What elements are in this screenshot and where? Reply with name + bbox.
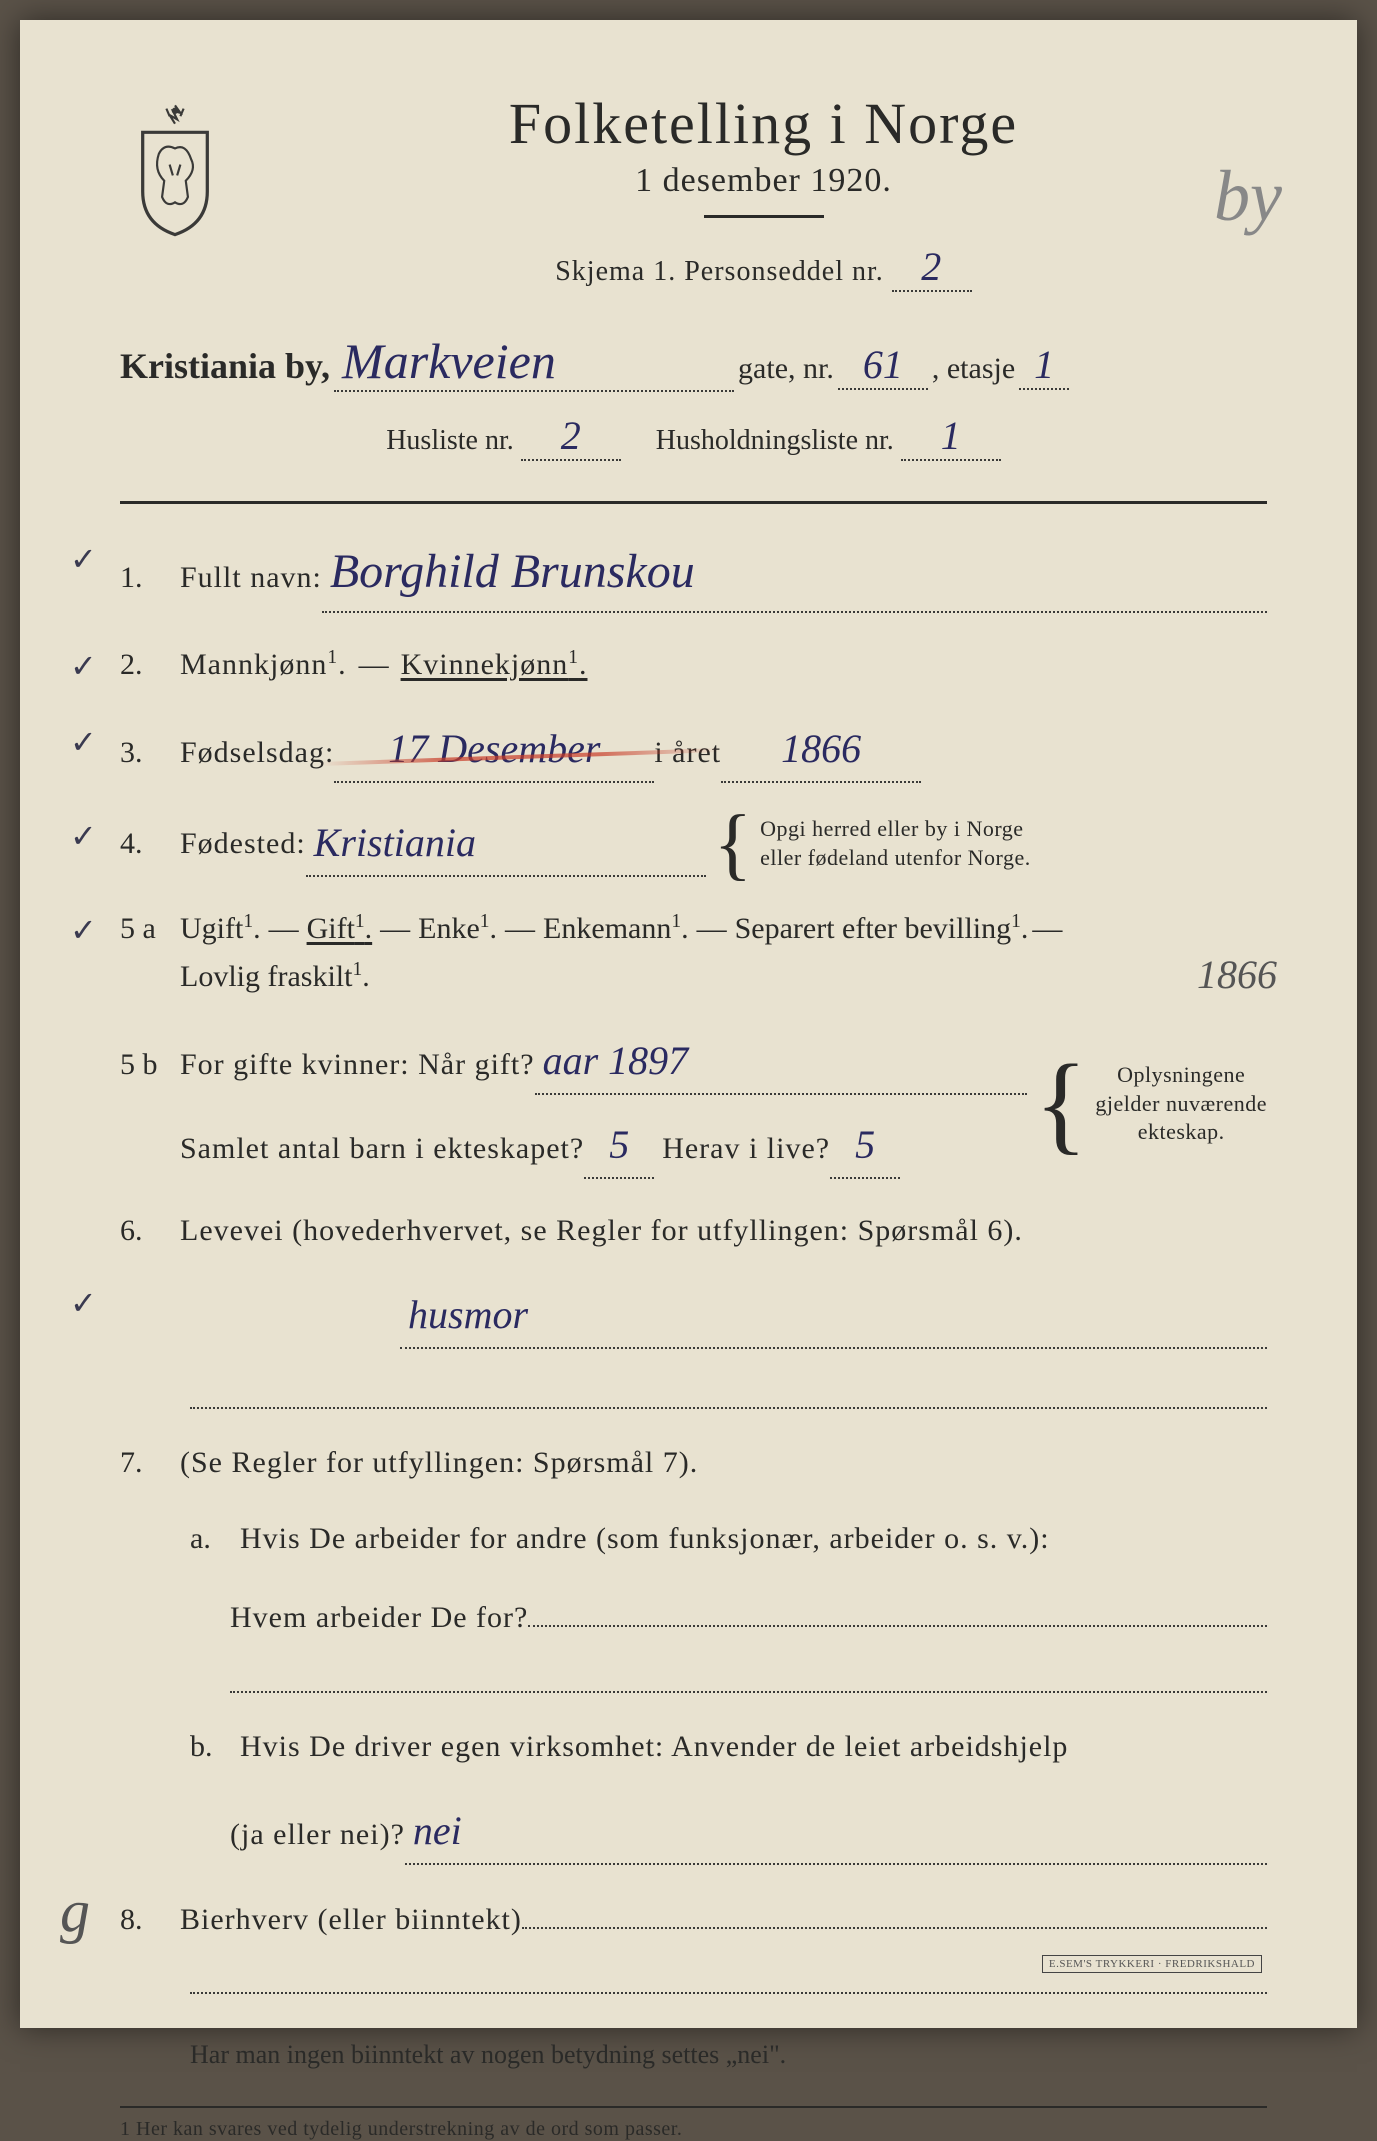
q1-label: Fullt navn: xyxy=(180,554,322,602)
q5a-separert: Separert efter bevilling1. xyxy=(735,905,1029,953)
q2-num: 2. xyxy=(120,641,180,689)
q5a-enke: Enke1. xyxy=(418,905,497,953)
q5a-gift: Gift1. xyxy=(307,905,373,953)
q6-value: husmor xyxy=(400,1283,1267,1349)
subtitle: 1 desember 1920. xyxy=(260,162,1267,200)
margin-annotation-1866: 1866 xyxy=(1197,943,1277,1007)
q1-value: Borghild Brunskou xyxy=(322,534,1267,613)
blank-line xyxy=(230,1670,1267,1692)
margin-annotation-g: g xyxy=(60,1863,90,1959)
question-6: 6. Levevei (hovederhvervet, se Regler fo… xyxy=(120,1207,1267,1255)
question-1: ✓ 1. Fullt navn: Borghild Brunskou xyxy=(120,534,1267,613)
question-7: 7. (Se Regler for utfyllingen: Spørsmål … xyxy=(120,1439,1267,1487)
q7b-text2: (ja eller nei)? xyxy=(230,1811,405,1859)
divider xyxy=(120,501,1267,504)
question-5a: ✓ 5 a Ugift1. — Gift1. — Enke1. — Enkema… xyxy=(120,905,1267,1001)
footnote-divider xyxy=(120,2106,1267,2108)
blank-line xyxy=(190,1972,1267,1994)
q3-day: 17 Desember xyxy=(334,717,654,783)
check-mark-icon: ✓ xyxy=(70,1278,97,1329)
liste-line: Husliste nr. 2 Husholdningsliste nr. 1 xyxy=(120,412,1267,461)
q4-side-note: Opgi herred eller by i Norge eller fødel… xyxy=(760,815,1031,872)
gate-label: gate, nr. xyxy=(738,352,834,386)
footnote: 1 Her kan svares ved tydelig understrekn… xyxy=(120,2118,1267,2141)
q6-answer-row: ✓ husmor xyxy=(120,1283,1267,1359)
q5a-enkemann: Enkemann1. xyxy=(543,905,689,953)
brace-icon: { xyxy=(1027,1065,1096,1142)
question-7a-line1: a. Hvis De arbeider for andre (som funks… xyxy=(120,1515,1267,1563)
q5a-num: 5 a xyxy=(120,905,180,953)
main-title: Folketelling i Norge xyxy=(260,90,1267,157)
q3-num: 3. xyxy=(120,729,180,777)
blank-line xyxy=(190,1387,1267,1409)
q3-year: 1866 xyxy=(721,717,921,783)
q7b-value: nei xyxy=(405,1799,1267,1865)
q6-text: Levevei (hovederhvervet, se Regler for u… xyxy=(180,1207,1023,1255)
margin-annotation-by: by xyxy=(1214,155,1282,238)
question-8: g 8. Bierhverv (eller biinntekt) xyxy=(120,1893,1267,1944)
q8-value xyxy=(522,1893,1267,1929)
skjema-line: Skjema 1. Personseddel nr. 2 xyxy=(260,243,1267,292)
header: Folketelling i Norge 1 desember 1920. Sk… xyxy=(120,90,1267,322)
q8-num: 8. xyxy=(120,1896,180,1944)
q5b-live: 5 xyxy=(830,1113,900,1179)
closing-note: Har man ingen biinntekt av nogen betydni… xyxy=(190,2034,1267,2076)
brace-icon: { xyxy=(706,816,760,872)
q6-num: 6. xyxy=(120,1207,180,1255)
q7a-text1: Hvis De arbeider for andre (som funksjon… xyxy=(240,1515,1050,1563)
question-7a-line2: Hvem arbeider De for? xyxy=(120,1591,1267,1642)
q5b-label: For gifte kvinner: Når gift? xyxy=(180,1041,535,1089)
title-rule xyxy=(704,215,824,218)
personseddel-nr: 2 xyxy=(892,243,972,292)
printer-mark: E.SEM'S TRYKKERI · FREDRIKSHALD xyxy=(1042,1955,1262,1973)
title-block: Folketelling i Norge 1 desember 1920. Sk… xyxy=(260,90,1267,322)
husholdning-nr: 1 xyxy=(901,412,1001,461)
q4-num: 4. xyxy=(120,820,180,868)
q5a-lovlig: Lovlig fraskilt1. xyxy=(180,953,370,1001)
etasje-label: , etasje xyxy=(932,352,1015,386)
check-mark-icon: ✓ xyxy=(70,811,97,862)
street-name: Markveien xyxy=(334,332,734,392)
question-7b-line1: b. Hvis De driver egen virksomhet: Anven… xyxy=(120,1723,1267,1771)
q5b-num: 5 b xyxy=(120,1041,180,1089)
q7-num: 7. xyxy=(120,1439,180,1487)
q7a-letter: a. xyxy=(190,1515,240,1563)
census-form-page: by Folketelling i Norge 1 desember 1920.… xyxy=(20,20,1357,2028)
q5b-year: aar 1897 xyxy=(535,1029,1027,1095)
check-mark-icon: ✓ xyxy=(70,905,97,956)
q2-mannkjonn: Mannkjønn1. xyxy=(180,641,347,689)
husliste-nr: 2 xyxy=(521,412,621,461)
q5a-ugift: Ugift1. xyxy=(180,905,261,953)
check-mark-icon: ✓ xyxy=(70,641,97,692)
etasje-nr: 1 xyxy=(1019,341,1069,390)
q5b-live-label: Herav i live? xyxy=(654,1125,830,1173)
q4-label: Fødested: xyxy=(180,820,306,868)
coat-of-arms-icon xyxy=(120,100,230,240)
q7-text: (Se Regler for utfyllingen: Spørsmål 7). xyxy=(180,1439,698,1487)
question-4: ✓ 4. Fødested: Kristiania { Opgi herred … xyxy=(120,811,1267,877)
question-7b-line2: (ja eller nei)? nei xyxy=(120,1799,1267,1865)
q7b-letter: b. xyxy=(190,1723,240,1771)
q1-num: 1. xyxy=(120,554,180,602)
question-2: ✓ 2. Mannkjønn1. — Kvinnekjønn1. xyxy=(120,641,1267,689)
city-label: Kristiania by, xyxy=(120,345,330,387)
check-mark-icon: ✓ xyxy=(70,717,97,768)
q5b-barn: 5 xyxy=(584,1113,654,1179)
check-mark-icon: ✓ xyxy=(70,534,97,585)
question-5b: 5 b For gifte kvinner: Når gift? aar 189… xyxy=(120,1029,1267,1179)
skjema-label: Skjema 1. Personseddel nr. xyxy=(555,256,884,287)
q7b-text1: Hvis De driver egen virksomhet: Anvender… xyxy=(240,1723,1068,1771)
q2-kvinnekjonn: Kvinnekjønn1. xyxy=(401,641,588,689)
address-line: Kristiania by, Markveien gate, nr. 61 , … xyxy=(120,332,1267,392)
husholdning-label: Husholdningsliste nr. xyxy=(656,425,894,456)
q5b-barn-label: Samlet antal barn i ekteskapet? xyxy=(180,1125,584,1173)
gate-nr: 61 xyxy=(838,341,928,390)
q8-label: Bierhverv (eller biinntekt) xyxy=(180,1896,522,1944)
q7a-text2: Hvem arbeider De for? xyxy=(230,1594,528,1642)
husliste-label: Husliste nr. xyxy=(386,425,514,456)
q3-label: Fødselsdag: xyxy=(180,729,334,777)
q7a-value xyxy=(528,1591,1267,1627)
q4-value: Kristiania xyxy=(306,811,706,877)
q5b-side-note: Oplysningene gjelder nuværende ekteskap. xyxy=(1095,1061,1267,1147)
